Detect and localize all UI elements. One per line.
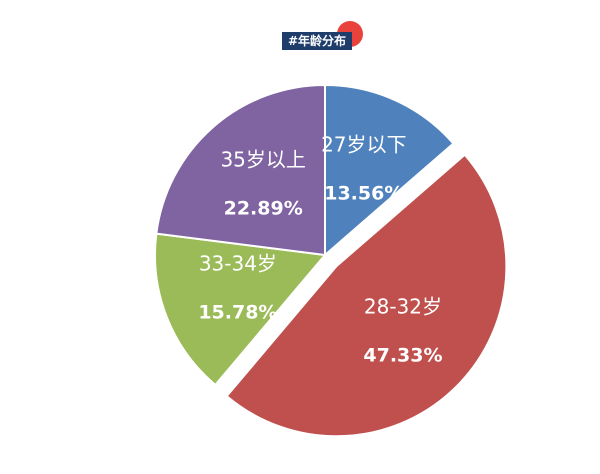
value-label: 15.78% xyxy=(198,301,277,323)
pie-slice xyxy=(225,153,508,438)
value-label: 47.33% xyxy=(363,344,442,366)
pie-slice xyxy=(324,83,455,258)
pie-slice xyxy=(155,83,326,257)
slice-label: 35岁以上 xyxy=(220,147,305,171)
slice-label: 27岁以下 xyxy=(321,132,406,156)
slice-label: 33-34岁 xyxy=(199,251,277,275)
pie xyxy=(154,83,508,438)
slice-label: 28-32岁 xyxy=(364,294,442,318)
value-label: 13.56% xyxy=(324,182,403,204)
value-label: 22.89% xyxy=(224,197,303,219)
pie-slice xyxy=(154,232,327,387)
chart-title: #年龄分布 xyxy=(288,33,346,48)
title-box xyxy=(282,32,352,50)
